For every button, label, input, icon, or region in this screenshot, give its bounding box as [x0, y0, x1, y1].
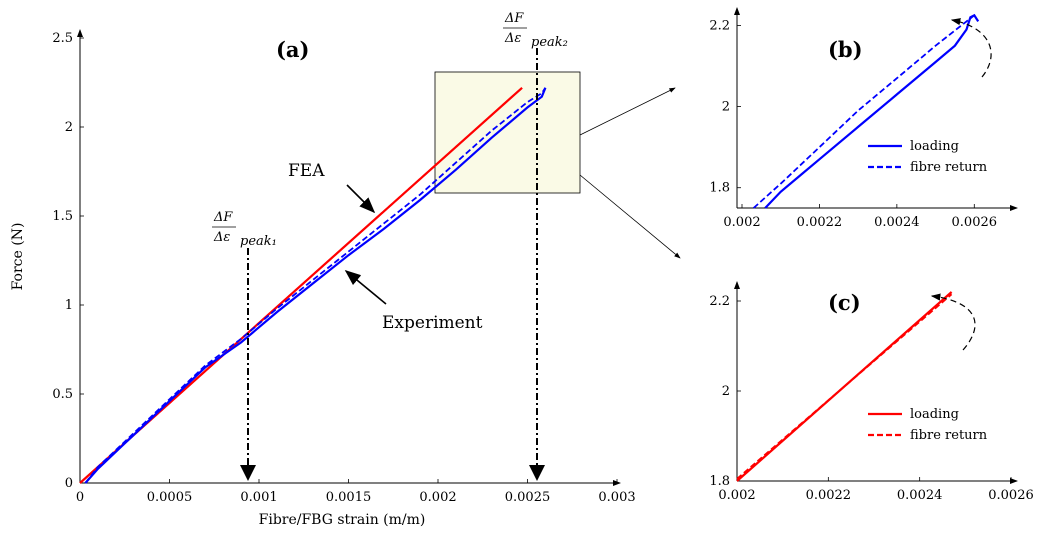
panel-a-series: [79, 86, 547, 484]
panel-c-series-fibre-return: [736, 293, 953, 480]
fea-arrow: [346, 184, 376, 214]
peak2-frac-sub: peak₂: [531, 35, 568, 50]
panel-b-legend-label: loading: [910, 139, 959, 154]
panel-b: 0.002 0.0022 0.0024 0.0026 1.8 2 2.2 (b) loadi…: [709, 7, 1018, 230]
panel-b-y-tick-label: 2.2: [709, 18, 730, 33]
panel-a-series-line-3: [84, 87, 547, 484]
panel-b-series-loading: [764, 13, 980, 209]
panel-c-legend-label: fibre return: [910, 428, 988, 443]
panel-a-label: (a): [276, 37, 309, 62]
panel-c-legend: loading fibre return: [868, 407, 988, 443]
panel-c-series: [736, 291, 953, 482]
panel-b-x-tick-label: 0.0026: [952, 215, 998, 230]
panel-c-y-tick-label: 1.8: [709, 474, 730, 489]
experiment-label: Experiment: [382, 313, 483, 333]
panel-b-legend: loading fibre return: [868, 139, 988, 175]
panel-b-label: (b): [828, 37, 863, 62]
panel-a-y-tick-label: 2: [65, 120, 73, 135]
panel-a-x-tick-label: 0.0025: [505, 490, 551, 505]
panel-a-x-axis-label: Fibre/FBG strain (m/m): [259, 512, 426, 528]
peak2-frac-den: Δε: [504, 31, 521, 46]
panel-c-y-tick-label: 2.2: [709, 294, 730, 309]
panel-c-label: (c): [828, 290, 861, 315]
peak1-frac-num: ΔF: [213, 210, 233, 225]
panel-a-y-tick-label: 1.5: [52, 209, 73, 224]
panel-c-x-tick-label: 0.0024: [897, 488, 943, 503]
experiment-arrow: [344, 269, 387, 305]
peak1-marker-arrow: [240, 465, 256, 481]
panel-a-x-tick-label: 0.0015: [326, 490, 372, 505]
panel-b-axes: 0.002 0.0022 0.0024 0.0026 1.8 2 2.2: [709, 7, 1018, 230]
panel-b-y-tick-label: 2: [722, 100, 730, 115]
peak1-frac-den: Δε: [213, 230, 230, 245]
panel-c-legend-label: loading: [910, 407, 959, 422]
panel-c-x-tick-label: 0.0026: [988, 488, 1034, 503]
panel-a-y-axis-label: Force (N): [10, 223, 26, 291]
peak1-frac-sub: peak₁: [240, 234, 277, 249]
panel-c-axes: 0.002 0.0022 0.0024 0.0026 1.8 2 2.2: [709, 281, 1034, 503]
panel-a-axes: 0 0.0005 0.001 0.0015 0.002 0.0025 0.003 0 0.5 1 1…: [10, 29, 636, 528]
panel-b-series: [752, 13, 980, 209]
fea-label: FEA: [288, 161, 325, 181]
panel-a-x-tick-label: 0.001: [240, 490, 277, 505]
panel-b-x-tick-label: 0.002: [723, 215, 760, 230]
zoom-arrow-top: [579, 87, 676, 136]
panel-c-x-tick-label: 0.002: [718, 488, 755, 503]
panel-c-series-loading: [736, 291, 953, 482]
panel-b-legend-label: fibre return: [910, 160, 988, 175]
panel-a-x-tick-label: 0.002: [419, 490, 456, 505]
panel-b-series-fibre-return: [752, 14, 975, 209]
zoom-arrow-bottom: [579, 174, 681, 259]
panel-b-x-tick-label: 0.0024: [874, 215, 920, 230]
panel-b-x-tick-label: 0.0022: [797, 215, 843, 230]
panel-a-series-line-2: [84, 87, 547, 484]
panel-c-y-tick-label: 2: [722, 384, 730, 399]
panel-b-y-tick-label: 1.8: [709, 181, 730, 196]
panel-c-x-tick-label: 0.0022: [806, 488, 852, 503]
panel-a-y-tick-label: 1: [65, 298, 73, 313]
panel-a-y-tick-label: 0.5: [52, 387, 73, 402]
panel-c: 0.002 0.0022 0.0024 0.0026 1.8 2 2.2 (c) loadi…: [709, 281, 1034, 503]
zoom-region-box: [434, 71, 581, 194]
peak2-marker-arrow: [529, 465, 545, 481]
panel-a-y-tick-label: 2.5: [52, 31, 73, 46]
panel-c-return-arrow: [930, 293, 976, 351]
panel-a: 0 0.0005 0.001 0.0015 0.002 0.0025 0.003 0 0.5 1 1…: [10, 11, 681, 528]
panel-a-x-tick-label: 0.0005: [147, 490, 193, 505]
panel-a-x-tick-label: 0.003: [598, 490, 635, 505]
panel-a-x-tick-label: 0: [76, 490, 84, 505]
panel-a-y-tick-label: 0: [65, 476, 73, 491]
peak2-frac-num: ΔF: [504, 11, 524, 26]
